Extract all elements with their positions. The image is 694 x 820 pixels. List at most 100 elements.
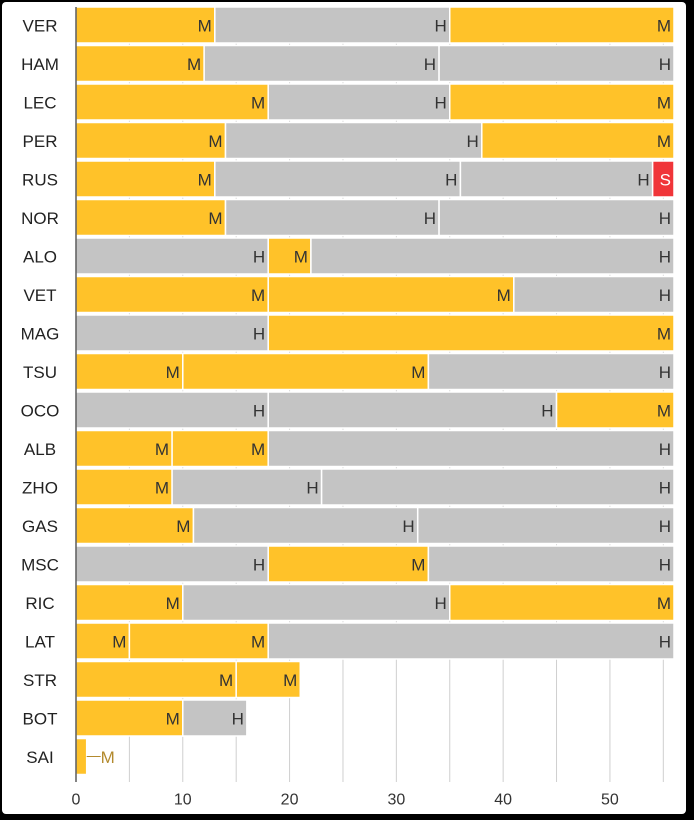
stint-bar-rus-1: [75, 160, 216, 198]
driver-label-nor: NOR: [21, 209, 59, 228]
stint-bar-lec-2: [267, 83, 451, 121]
stint-bar-msc-1: [75, 545, 269, 583]
stint-label-tsu-2: M: [411, 363, 425, 382]
stint-bar-alo-1: [75, 237, 269, 275]
stint-bar-tsu-3: [427, 352, 675, 391]
stint-label-ver-2: H: [434, 17, 446, 36]
stint-bar-sai-1: [75, 737, 88, 776]
stint-bar-lat-2: [128, 622, 269, 660]
stint-label-zho-2: H: [306, 479, 318, 498]
stint-bar-per-3: [481, 121, 675, 160]
stint-label-gas-2: H: [402, 517, 414, 536]
driver-label-ric: RIC: [25, 594, 54, 613]
stint-label-rus-3: H: [637, 171, 649, 190]
stint-label-rus-2: H: [445, 171, 457, 190]
driver-label-zho: ZHO: [22, 479, 58, 498]
stint-bar-ver-2: [214, 6, 451, 44]
stint-bar-ric-1: [75, 583, 184, 622]
stint-bar-tsu-2: [182, 352, 430, 391]
stint-bar-vet-2: [267, 275, 515, 314]
stint-bar-msc-2: [267, 545, 430, 583]
stint-label-ham-2: H: [424, 55, 436, 74]
driver-label-lec: LEC: [23, 94, 56, 113]
stint-label-msc-2: M: [411, 556, 425, 575]
stint-label-mag-1: H: [253, 325, 265, 344]
stint-label-lat-1: M: [112, 633, 126, 652]
stint-bar-oco-3: [555, 391, 675, 429]
x-tick-label-10: 10: [174, 792, 192, 809]
stint-bar-per-1: [75, 121, 227, 160]
stint-label-lat-2: M: [251, 633, 265, 652]
stint-bar-mag-1: [75, 314, 269, 352]
stint-bar-str-1: [75, 660, 237, 699]
driver-label-ham: HAM: [21, 55, 59, 74]
stint-bar-nor-1: [75, 198, 227, 237]
stint-label-lat-3: H: [659, 633, 671, 652]
stint-label-per-2: H: [467, 132, 479, 151]
stint-bar-lec-3: [449, 83, 675, 121]
stint-bar-nor-3: [438, 198, 675, 237]
stint-label-alo-2: M: [294, 248, 308, 267]
x-tick-label-20: 20: [281, 792, 299, 809]
stint-label-msc-3: H: [659, 556, 671, 575]
driver-label-alo: ALO: [23, 248, 57, 267]
stint-bar-mag-2: [267, 314, 675, 352]
stint-label-str-1: M: [219, 671, 233, 690]
x-tick-label-0: 0: [72, 792, 81, 809]
stint-bar-alo-3: [310, 237, 675, 275]
driver-label-mag: MAG: [21, 325, 60, 344]
stint-label-alo-1: H: [253, 248, 265, 267]
stint-bar-ham-1: [75, 44, 205, 83]
stint-bar-ric-3: [449, 583, 675, 622]
stint-bar-ham-3: [438, 44, 675, 83]
stint-label-oco-3: M: [657, 402, 671, 421]
stint-bar-ver-1: [75, 6, 216, 44]
driver-label-sai: SAI: [26, 748, 53, 767]
driver-label-lat: LAT: [25, 633, 55, 652]
stint-label-ham-3: H: [659, 55, 671, 74]
stint-label-msc-1: H: [253, 556, 265, 575]
driver-label-rus: RUS: [22, 171, 58, 190]
driver-labels: VER HAM LEC PER RUS NOR ALO VET MAG TSU OCO ALB ZHO G…: [21, 17, 60, 768]
stint-bar-lec-1: [75, 83, 269, 121]
stint-bar-rus-2: [214, 160, 462, 198]
stint-bar-alb-3: [267, 429, 675, 468]
stint-label-vet-3: H: [659, 286, 671, 305]
driver-label-per: PER: [23, 132, 58, 151]
stint-label-lec-3: M: [657, 94, 671, 113]
stint-label-alo-3: H: [659, 248, 671, 267]
stint-bar-gas-3: [416, 506, 675, 545]
stint-label-ham-1: M: [187, 55, 201, 74]
driver-label-vet: VET: [23, 286, 56, 305]
stint-bar-zho-2: [171, 468, 323, 506]
stint-label-bot-2: H: [232, 710, 244, 729]
tyre-strategy-chart: M H MM H HM H MM H MM H H SM H HH M HM M HH MM M HH H MM M HM H HM…: [21, 6, 675, 809]
stint-bar-lat-3: [267, 622, 675, 660]
stint-bar-rus-3: [459, 160, 654, 198]
stint-label-bot-1: M: [166, 710, 180, 729]
stint-label-vet-2: M: [497, 286, 511, 305]
stint-label-ver-1: M: [198, 17, 212, 36]
stint-label-tsu-1: M: [166, 363, 180, 382]
row-sai: M: [75, 737, 115, 776]
stint-bar-nor-2: [224, 198, 440, 237]
stint-bars: M H MM H HM H MM H MM H H SM H HH M HM M HH MM M HH H MM M HM H HM…: [75, 6, 675, 776]
stint-label-lec-2: H: [434, 94, 446, 113]
stint-bar-bot-2: [182, 699, 248, 737]
stint-label-rus-1: M: [198, 171, 212, 190]
stint-label-oco-2: H: [541, 402, 553, 421]
